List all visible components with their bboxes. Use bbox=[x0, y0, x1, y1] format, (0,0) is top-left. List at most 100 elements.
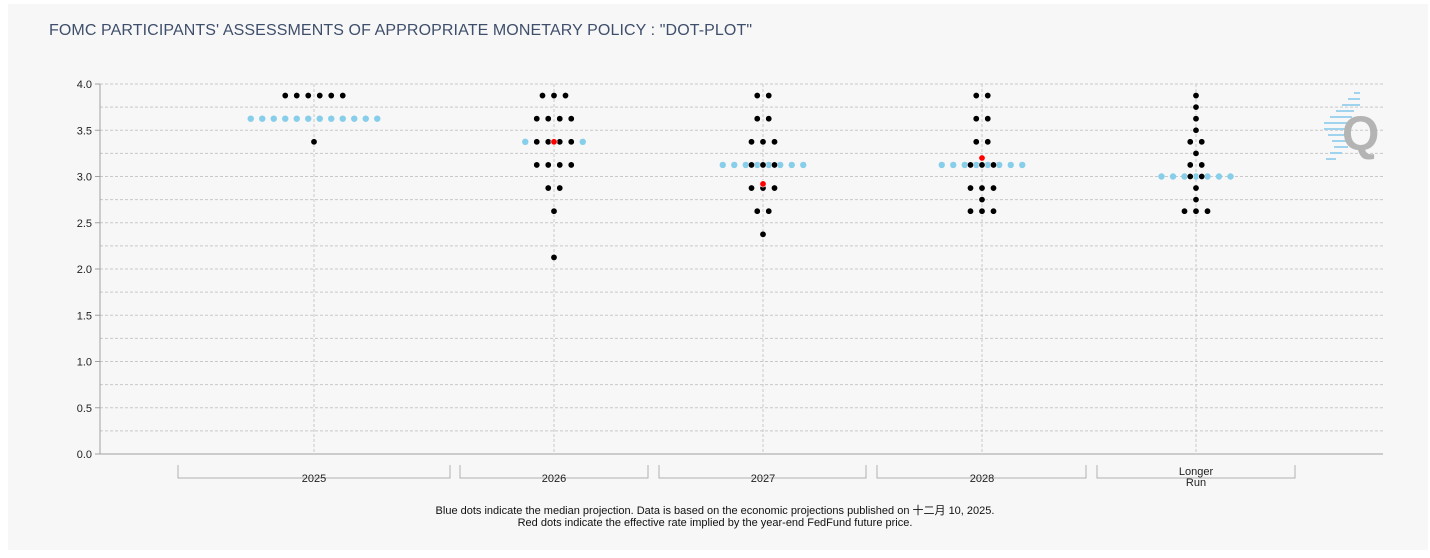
participant-dot bbox=[978, 207, 986, 215]
median-dot bbox=[938, 161, 945, 169]
participant-dot bbox=[1192, 92, 1200, 100]
median-dot bbox=[800, 161, 807, 169]
participant-dot bbox=[770, 161, 778, 169]
x-tick-label: 2028 bbox=[970, 473, 994, 485]
axis-layer: 0.0 0.5 1.0 1.5 2.0 2.5 3.0 3.5 4.0 2025 2026 2027 2… bbox=[77, 79, 1383, 489]
participant-dot bbox=[753, 115, 761, 123]
y-tick-label: 0.0 bbox=[77, 449, 92, 461]
median-dot bbox=[742, 161, 749, 169]
participant-dot bbox=[1192, 196, 1200, 204]
implied-rate-dot bbox=[759, 180, 767, 188]
median-dot bbox=[996, 161, 1003, 169]
participant-dot bbox=[533, 115, 541, 123]
participant-dot bbox=[544, 161, 552, 169]
median-dot bbox=[777, 161, 784, 169]
participant-dot bbox=[1192, 184, 1200, 192]
median-dot bbox=[1227, 173, 1234, 180]
implied-rate-dot bbox=[978, 154, 986, 162]
participant-dot bbox=[1186, 173, 1194, 181]
median-dot bbox=[522, 138, 529, 146]
participant-dot bbox=[966, 207, 974, 215]
participant-dot bbox=[966, 161, 974, 169]
participant-dot bbox=[989, 207, 997, 215]
footnote-line-2: Red dots indicate the effective rate imp… bbox=[517, 517, 913, 529]
median-dot bbox=[984, 161, 991, 169]
x-tick-label: 2025 bbox=[302, 473, 326, 485]
median-dot bbox=[362, 115, 369, 122]
x-tick-label: Run bbox=[1186, 477, 1206, 489]
category-bracket bbox=[658, 465, 867, 479]
median-dot bbox=[1019, 161, 1026, 169]
participant-dot bbox=[544, 138, 552, 146]
participant-dot bbox=[1192, 115, 1200, 123]
y-tick-label: 0.5 bbox=[77, 403, 92, 415]
participant-dot bbox=[966, 184, 974, 192]
participant-dot bbox=[765, 207, 773, 215]
footnote-line-1: Blue dots indicate the median projection… bbox=[435, 505, 995, 517]
median-dot bbox=[1158, 173, 1165, 180]
participant-dot bbox=[984, 115, 992, 123]
participant-dot bbox=[310, 138, 318, 146]
participant-dot bbox=[972, 115, 980, 123]
participant-dot bbox=[747, 184, 755, 192]
y-tick-label: 4.0 bbox=[77, 79, 92, 91]
median-dot bbox=[754, 161, 761, 169]
participant-dot bbox=[978, 161, 986, 169]
participant-dot bbox=[1181, 207, 1189, 215]
median-dot bbox=[1192, 173, 1200, 180]
participant-dot bbox=[978, 184, 986, 192]
participant-dot bbox=[1192, 126, 1200, 134]
participant-dot bbox=[978, 196, 986, 204]
participant-dot bbox=[984, 138, 992, 146]
participant-dot bbox=[533, 138, 541, 146]
participant-dot bbox=[567, 161, 575, 169]
category-bracket bbox=[459, 465, 649, 479]
participant-dot bbox=[770, 138, 778, 146]
x-tick-label: 2026 bbox=[542, 473, 566, 485]
median-dot bbox=[1204, 173, 1211, 180]
participant-dot bbox=[1192, 207, 1200, 215]
chart-title: FOMC PARTICIPANTS' ASSESSMENTS OF APPROP… bbox=[49, 22, 753, 39]
participant-dot bbox=[550, 253, 558, 261]
y-tick-label: 3.0 bbox=[77, 172, 92, 184]
participant-dot bbox=[567, 138, 575, 146]
participant-dot bbox=[1198, 138, 1206, 146]
participant-dot bbox=[1186, 161, 1194, 169]
y-tick-label: 1.5 bbox=[77, 310, 92, 322]
participant-dot bbox=[544, 184, 552, 192]
median-dot bbox=[788, 161, 795, 169]
participant-dot bbox=[293, 92, 301, 100]
participant-dot bbox=[989, 161, 997, 169]
participant-dot bbox=[989, 184, 997, 192]
participant-dot bbox=[747, 138, 755, 146]
participant-dot bbox=[759, 161, 767, 169]
svg-text:Q: Q bbox=[1342, 108, 1379, 161]
median-dot bbox=[1169, 173, 1177, 180]
participant-dot bbox=[550, 207, 558, 215]
participant-dot bbox=[316, 92, 324, 100]
participant-dot bbox=[281, 92, 289, 100]
participant-dot bbox=[747, 161, 755, 169]
participant-dot bbox=[759, 138, 767, 146]
participant-dot bbox=[304, 92, 312, 100]
median-dot bbox=[247, 115, 254, 122]
participant-dot bbox=[1192, 103, 1200, 111]
participant-dot bbox=[972, 138, 980, 146]
participant-dot bbox=[339, 92, 347, 100]
median-dot bbox=[1007, 161, 1014, 169]
participant-dot bbox=[770, 184, 778, 192]
q-logo-icon: Q bbox=[1320, 88, 1390, 168]
participant-dot bbox=[567, 115, 575, 123]
median-dot bbox=[328, 115, 335, 122]
participant-dot bbox=[556, 161, 564, 169]
participant-dot bbox=[550, 92, 558, 100]
median-dot bbox=[351, 115, 358, 122]
median-dot bbox=[765, 161, 772, 169]
participant-dot bbox=[765, 92, 773, 100]
participant-dot bbox=[556, 138, 564, 146]
participant-dot bbox=[1198, 173, 1206, 181]
participant-dot bbox=[561, 92, 569, 100]
median-dot bbox=[316, 115, 323, 122]
category-bracket bbox=[177, 465, 451, 479]
participant-dot bbox=[972, 92, 980, 100]
